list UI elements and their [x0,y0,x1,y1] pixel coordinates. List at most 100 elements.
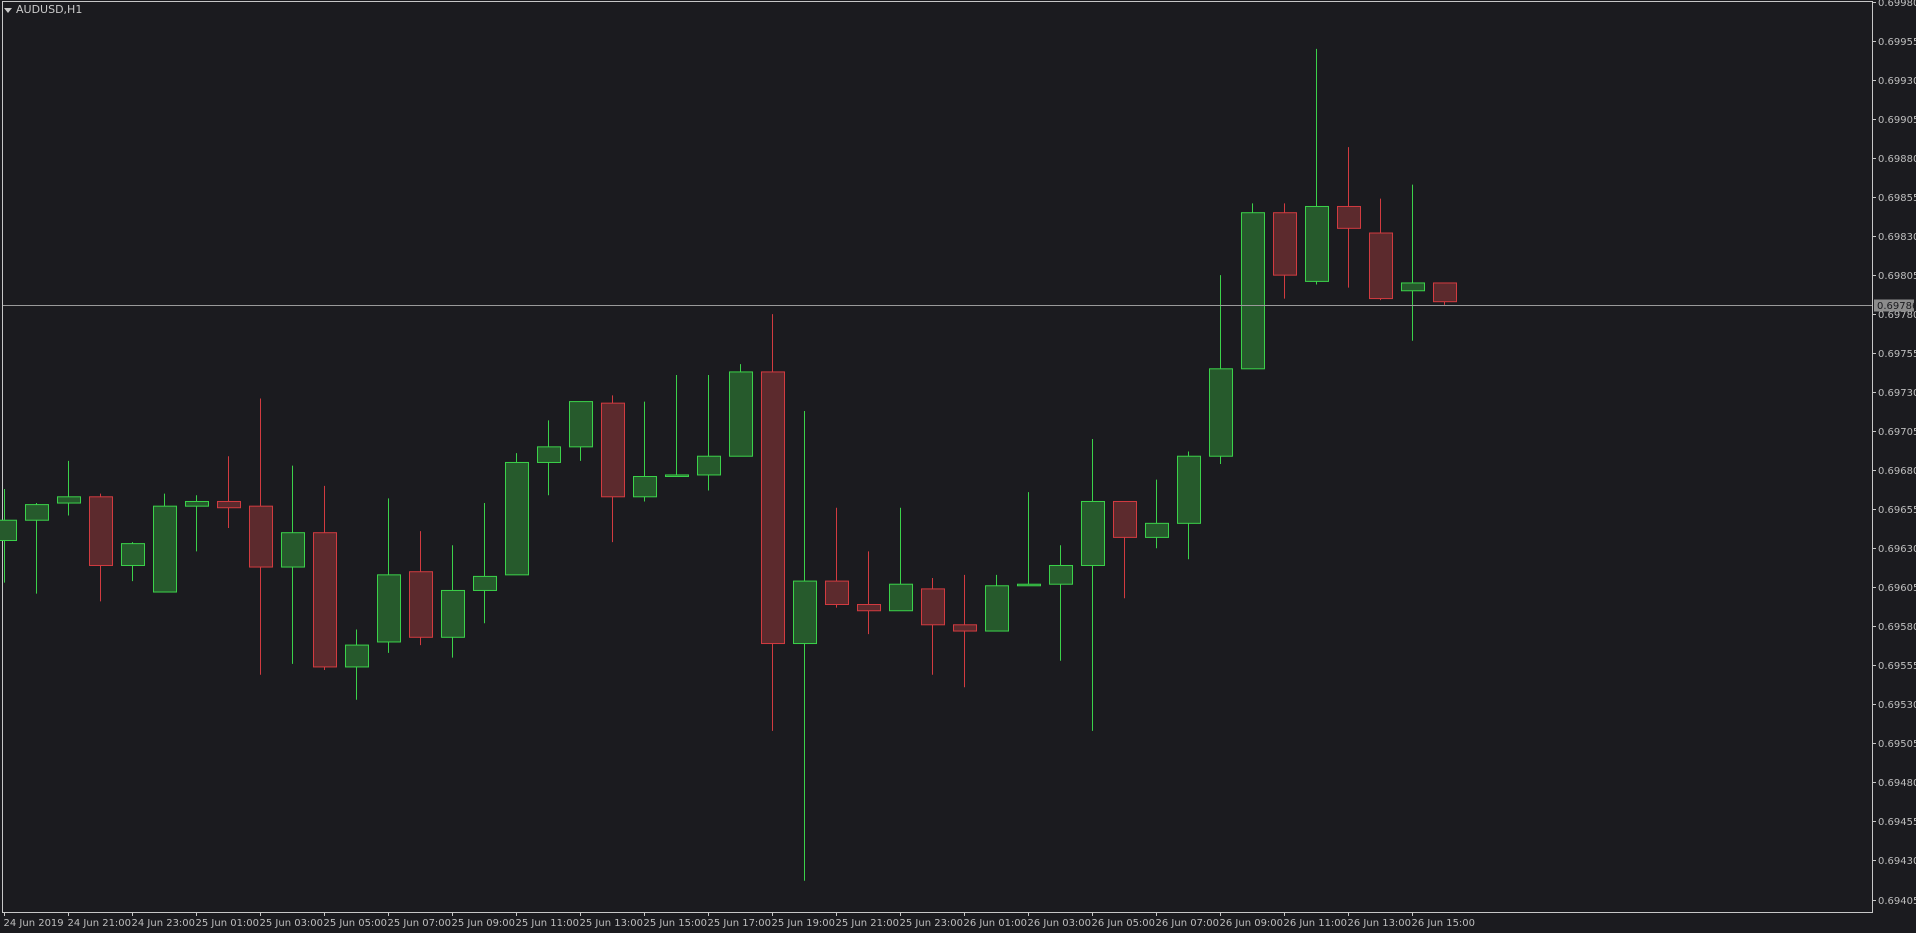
candle-body [953,624,977,632]
price-tick-label: 0.69805 [1878,271,1916,282]
candles-layer [0,48,1457,881]
candle[interactable] [473,503,497,624]
price-tick-label: 0.69530 [1878,700,1916,711]
price-tick-label: 0.69905 [1878,115,1916,126]
dropdown-arrow-icon[interactable] [4,7,12,13]
price-tick-label: 0.69830 [1878,232,1916,243]
candle-body [25,504,49,521]
candle[interactable] [25,503,49,594]
candle[interactable] [217,456,241,529]
candle[interactable] [825,507,849,608]
candle[interactable] [1305,48,1329,285]
candle[interactable] [1273,203,1297,299]
price-tick-label: 0.69405 [1878,896,1916,907]
candle[interactable] [1145,479,1169,549]
candle[interactable] [0,488,17,583]
candle-body [441,589,465,638]
candle[interactable] [665,375,689,478]
time-tick-label: 25 Jun 11:00 [516,918,580,929]
candle[interactable] [313,485,337,671]
time-tick-label: 25 Jun 15:00 [644,918,708,929]
candle[interactable] [153,493,177,593]
time-tick-label: 25 Jun 23:00 [900,918,964,929]
price-tick-label: 0.69955 [1878,37,1916,48]
candle[interactable] [1369,198,1393,301]
candle-body [473,575,497,591]
candle[interactable] [1113,500,1137,599]
candle[interactable] [1337,147,1361,288]
candle[interactable] [985,574,1009,632]
candle-body [921,588,945,626]
candle[interactable] [1017,492,1041,587]
price-tick-label: 0.69755 [1878,349,1916,360]
candle[interactable] [281,465,305,664]
time-tick-label: 25 Jun 19:00 [772,918,836,929]
bid-price-label-bg [1874,299,1914,312]
candle[interactable] [121,542,145,582]
candle-body [1337,205,1361,229]
candle[interactable] [345,629,369,700]
price-axis[interactable]: 0.69980 0.69955 0.69930 0.69905 0.69880 0.698… [1872,0,1916,907]
candle[interactable] [857,551,881,635]
candle[interactable] [441,545,465,658]
candle[interactable] [505,453,529,576]
candle[interactable] [185,495,209,552]
time-tick-label: 24 Jun 2019 [4,918,64,929]
price-tick-label: 0.69880 [1878,154,1916,165]
candle[interactable] [761,314,785,731]
candle[interactable] [1081,439,1105,731]
time-tick-label: 25 Jun 17:00 [708,918,772,929]
candle[interactable] [793,410,817,881]
candle-body [121,543,145,566]
candle[interactable] [921,577,945,675]
candle-body [633,476,657,498]
candle[interactable] [601,395,625,543]
candle-body [793,580,817,645]
bid-price-label: 0.69786 [1877,301,1916,312]
candle[interactable] [1049,545,1073,661]
candle-body [697,455,721,476]
candle[interactable] [569,401,593,461]
candle[interactable] [537,420,561,496]
candle-body [1049,564,1073,585]
time-tick-label: 25 Jun 03:00 [260,918,324,929]
candle[interactable] [953,574,977,688]
candle[interactable] [1241,203,1265,370]
candle-body [601,402,625,498]
time-tick-label: 25 Jun 01:00 [196,918,260,929]
time-tick-label: 26 Jun 03:00 [1028,918,1092,929]
candle[interactable] [249,398,273,675]
price-tick-label: 0.69605 [1878,583,1916,594]
candle[interactable] [57,460,81,516]
candle[interactable] [633,401,657,502]
candle[interactable] [697,375,721,491]
candle[interactable] [89,493,113,602]
candle-body [1145,522,1169,538]
candle[interactable] [377,498,401,653]
candle[interactable] [1433,282,1457,305]
time-axis[interactable]: 24 Jun 2019 24 Jun 21:00 24 Jun 23:00 25 Ju… [4,912,1476,929]
candle[interactable] [409,531,433,646]
candle-body [505,461,529,576]
chart-title: AUDUSD,H1 [16,3,83,16]
candle[interactable] [889,507,913,612]
price-tick-label: 0.69505 [1878,739,1916,750]
candle[interactable] [729,364,753,457]
candle[interactable] [1401,184,1425,341]
candle-body [217,500,241,509]
time-tick-label: 25 Jun 09:00 [452,918,516,929]
candle-body [1241,212,1265,370]
time-tick-label: 26 Jun 01:00 [964,918,1028,929]
time-tick-label: 25 Jun 21:00 [836,918,900,929]
candle-body [185,500,209,507]
candle-body [1273,212,1297,276]
candle[interactable] [1177,451,1201,560]
candle-body [345,644,369,668]
candle[interactable] [1209,275,1233,465]
candle-body [57,496,81,504]
candle-body [1369,232,1393,300]
candle-body [1209,368,1233,457]
candle-body [761,371,785,645]
